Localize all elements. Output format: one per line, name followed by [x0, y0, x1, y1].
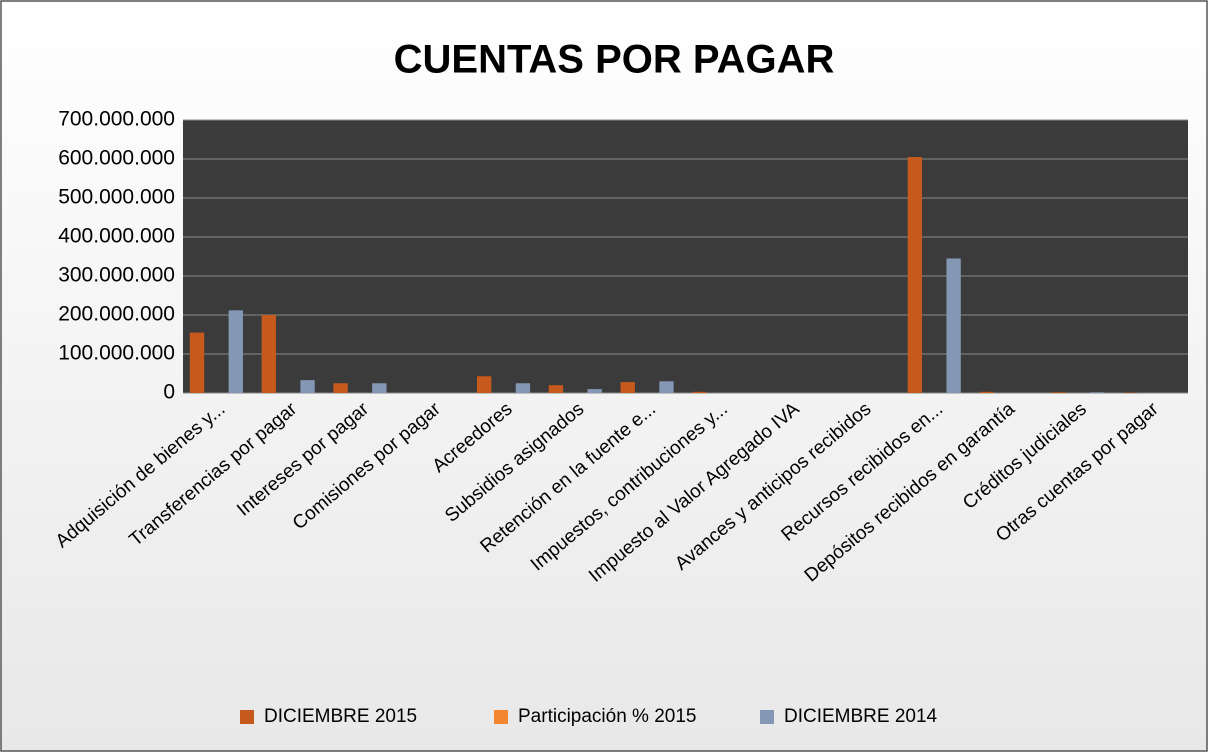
y-tick-label: 600.000.000: [58, 147, 175, 170]
legend-swatch: [760, 710, 774, 724]
bar: [261, 315, 276, 393]
legend-label: DICIEMBRE 2014: [784, 706, 938, 727]
bar: [946, 258, 961, 393]
legend-label: DICIEMBRE 2015: [264, 706, 417, 727]
bar: [228, 310, 243, 393]
bar: [587, 389, 602, 393]
bar: [1051, 392, 1066, 393]
bar: [515, 383, 531, 393]
y-tick-label: 400.000.000: [58, 225, 175, 248]
chart-title: CUENTAS POR PAGAR: [394, 38, 835, 82]
bar: [979, 391, 994, 393]
bar: [907, 157, 923, 393]
y-tick-label: 100.000.000: [58, 342, 175, 365]
bar: [333, 383, 348, 393]
bar: [189, 332, 205, 393]
legend-swatch: [494, 710, 508, 724]
bar: [372, 383, 387, 393]
bar: [1090, 392, 1105, 393]
bar: [476, 376, 492, 393]
legend-label: Participación % 2015: [518, 706, 697, 727]
bar: [659, 381, 674, 393]
y-tick-label: 200.000.000: [58, 303, 175, 326]
plot-area: [183, 120, 1188, 393]
legend-swatch: [240, 710, 254, 724]
y-tick-label: 300.000.000: [58, 264, 175, 287]
bar: [692, 391, 707, 393]
y-tick-label: 500.000.000: [58, 186, 175, 209]
bar: [620, 382, 635, 393]
y-tick-label: 700.000.000: [58, 108, 175, 131]
bar: [300, 380, 315, 393]
y-tick-label: 0: [163, 381, 175, 404]
bar: [548, 385, 564, 393]
